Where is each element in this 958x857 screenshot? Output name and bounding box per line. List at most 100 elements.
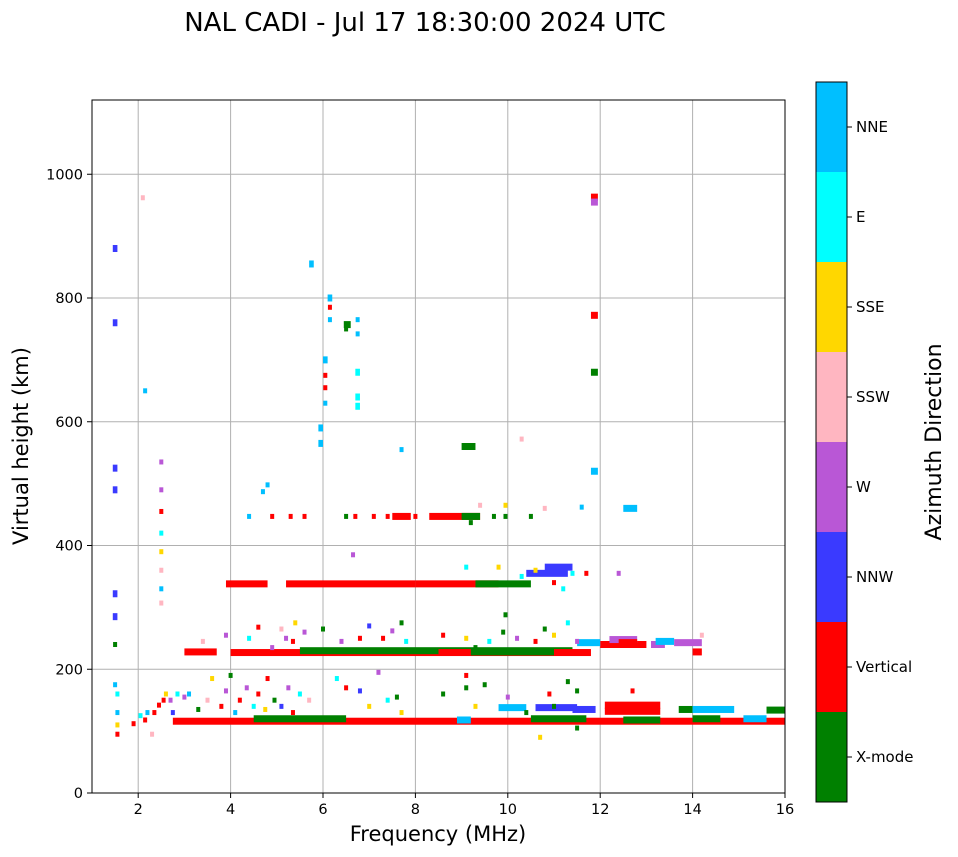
echo-point — [263, 706, 268, 712]
colorbar-label: X-mode — [856, 748, 913, 766]
echo-point — [344, 513, 349, 519]
echo-point — [115, 722, 120, 728]
echo-point — [321, 626, 325, 632]
plot-frame — [91, 99, 786, 794]
echo-point — [265, 676, 270, 682]
echo-point — [399, 620, 404, 626]
echo-point — [290, 710, 295, 716]
echo-trace — [225, 580, 268, 588]
echo-trace — [456, 716, 471, 724]
echo-trace — [323, 356, 328, 364]
echo-point — [542, 626, 547, 632]
echo-trace — [392, 512, 411, 520]
echo-point — [131, 721, 136, 727]
echo-trace — [461, 443, 476, 450]
echo-point — [528, 513, 533, 519]
x-tick-label: 8 — [411, 802, 420, 818]
echo-point — [115, 691, 120, 697]
x-tick-label: 14 — [683, 802, 701, 818]
echo-point — [357, 635, 362, 641]
echo-point — [473, 645, 478, 651]
echo-point — [473, 703, 478, 709]
echo-trace — [692, 648, 702, 656]
y-axis-label: Virtual height (km) — [9, 347, 33, 545]
echo-point — [381, 635, 386, 641]
echo-point — [441, 632, 446, 638]
echo-point — [223, 688, 228, 694]
echo-point — [159, 487, 164, 493]
echo-trace — [355, 402, 360, 410]
echo-point — [159, 586, 164, 592]
echo-point — [575, 688, 580, 694]
echo-point — [279, 703, 284, 709]
y-tick-label: 0 — [74, 786, 83, 802]
echo-trace — [604, 701, 661, 709]
plot-area: 2 4 6 8 10 12 14 16 0 200 400 600 800 1000 — [46, 99, 794, 818]
echo-point — [339, 638, 344, 644]
echo-point — [616, 570, 621, 576]
echo-trace — [674, 639, 702, 647]
echo-point — [247, 635, 252, 641]
echo-point — [279, 626, 284, 632]
chart-title: NAL CADI - Jul 17 18:30:00 2024 UTC — [184, 8, 666, 38]
echo-point — [175, 691, 180, 697]
echo-point — [542, 505, 547, 511]
echo-point — [251, 703, 256, 709]
echo-point — [353, 513, 358, 519]
echo-point — [501, 629, 506, 635]
echo-point — [482, 682, 487, 688]
echo-point — [390, 628, 395, 634]
echo-point — [150, 731, 155, 737]
echo-trace — [415, 580, 499, 588]
echo-point — [140, 195, 145, 201]
echo-trace — [544, 563, 573, 571]
echo-point — [334, 676, 339, 682]
echo-trace — [590, 311, 598, 319]
x-tick-label: 12 — [591, 802, 609, 818]
echo-trace — [470, 648, 554, 656]
echo-point — [290, 638, 295, 644]
echo-point — [538, 734, 543, 740]
colorbar-label: Vertical — [856, 658, 912, 676]
colorbar-label: NNW — [856, 568, 893, 586]
echo-point — [256, 624, 261, 630]
colorbar-swatch — [816, 442, 847, 532]
echo-point — [487, 638, 492, 644]
colorbar-swatch — [816, 262, 847, 352]
echo-point — [143, 717, 148, 723]
echo-point — [138, 713, 143, 719]
echo-point — [399, 710, 404, 716]
colorbar-label: E — [856, 208, 865, 226]
echo-point — [113, 642, 118, 647]
x-tick-label: 2 — [134, 802, 143, 818]
echo-trace — [112, 464, 118, 472]
echo-point — [565, 620, 570, 626]
colorbar-label: SSW — [856, 388, 890, 406]
colorbar-swatch — [816, 532, 847, 622]
colorbar-frame — [815, 81, 848, 803]
echo-trace — [343, 321, 351, 329]
echo-trace — [327, 294, 333, 302]
echo-point — [344, 685, 349, 691]
echo-point — [565, 679, 570, 685]
echo-point — [145, 710, 150, 716]
echo-trace — [112, 245, 118, 252]
echo-point — [575, 638, 580, 644]
echo-trace — [498, 704, 527, 712]
echo-point — [286, 685, 291, 691]
echo-trace — [577, 639, 601, 647]
echo-trace — [692, 705, 735, 713]
echo-point — [367, 623, 372, 629]
echo-point — [168, 697, 173, 703]
echo-point — [159, 567, 164, 573]
echo-point — [233, 710, 238, 716]
echo-point — [187, 691, 192, 697]
echo-point — [288, 513, 293, 519]
echo-point — [584, 570, 589, 576]
y-tick-label: 400 — [55, 539, 83, 555]
echo-point — [371, 513, 376, 519]
echo-point — [323, 400, 328, 406]
echo-point — [170, 710, 175, 716]
echo-point — [265, 482, 270, 488]
echo-trace — [475, 580, 531, 588]
